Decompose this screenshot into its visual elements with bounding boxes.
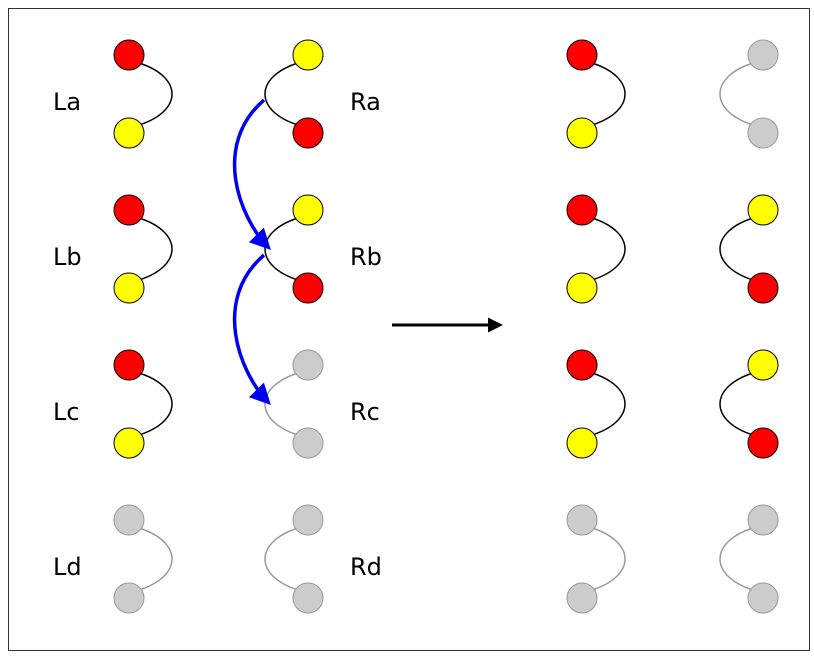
- before-left-2-connector: [138, 372, 173, 436]
- units-layer: [113, 39, 779, 614]
- after-right-0-bottom-bead: [747, 117, 779, 149]
- after-left-1-top-bead: [566, 194, 598, 226]
- after-right-2-unit: [719, 349, 779, 459]
- label-Rc: Rc: [350, 398, 380, 426]
- before-right-1-top-bead: [292, 194, 324, 226]
- diagram-frame: [8, 8, 810, 651]
- before-left-3-connector: [138, 527, 173, 591]
- before-right-2-unit: [264, 349, 324, 459]
- after-left-1-bottom-bead: [566, 272, 598, 304]
- after-right-3-unit: [719, 504, 779, 614]
- after-right-2-top-bead: [747, 349, 779, 381]
- before-left-3-unit: [113, 504, 173, 614]
- after-left-3-unit: [566, 504, 626, 614]
- label-Lc: Lc: [53, 398, 80, 426]
- after-left-1-connector: [591, 217, 626, 281]
- after-right-2-bottom-bead: [747, 427, 779, 459]
- after-left-3-connector: [591, 527, 626, 591]
- after-right-1-connector: [719, 217, 754, 281]
- before-right-0-connector: [264, 62, 299, 126]
- after-right-0-connector: [719, 62, 754, 126]
- before-right-0-unit: [264, 39, 324, 149]
- label-Lb: Lb: [53, 243, 82, 271]
- after-left-1-unit: [566, 194, 626, 304]
- before-right-1-bottom-bead: [292, 272, 324, 304]
- after-right-1-bottom-bead: [747, 272, 779, 304]
- before-right-2-top-bead: [292, 349, 324, 381]
- label-Rd: Rd: [350, 553, 382, 581]
- before-left-2-bottom-bead: [113, 427, 145, 459]
- after-right-1-unit: [719, 194, 779, 304]
- after-left-3-top-bead: [566, 504, 598, 536]
- move-arrow-Rb-to-Rc: [232, 253, 271, 406]
- before-left-0-connector: [138, 62, 173, 126]
- before-left-3-top-bead: [113, 504, 145, 536]
- after-left-3-bottom-bead: [566, 582, 598, 614]
- label-La: La: [53, 88, 81, 116]
- before-right-0-top-bead: [292, 39, 324, 71]
- after-right-3-connector: [719, 527, 754, 591]
- label-Rb: Rb: [350, 243, 382, 271]
- after-left-0-unit: [566, 39, 626, 149]
- before-right-2-bottom-bead: [292, 427, 324, 459]
- before-left-0-bottom-bead: [113, 117, 145, 149]
- before-right-0-bottom-bead: [292, 117, 324, 149]
- moves-layer: [232, 98, 271, 406]
- before-left-0-unit: [113, 39, 173, 149]
- before-left-2-top-bead: [113, 349, 145, 381]
- after-left-0-top-bead: [566, 39, 598, 71]
- before-left-2-unit: [113, 349, 173, 459]
- before-left-1-bottom-bead: [113, 272, 145, 304]
- before-left-0-top-bead: [113, 39, 145, 71]
- after-right-3-top-bead: [747, 504, 779, 536]
- after-right-2-connector: [719, 372, 754, 436]
- after-right-0-unit: [719, 39, 779, 149]
- before-right-3-connector: [264, 527, 299, 591]
- label-Ra: Ra: [350, 88, 381, 116]
- after-right-3-bottom-bead: [747, 582, 779, 614]
- move-arrow-Ra-to-Rb: [232, 98, 271, 251]
- label-Ld: Ld: [53, 553, 82, 581]
- before-left-1-connector: [138, 217, 173, 281]
- before-right-3-bottom-bead: [292, 582, 324, 614]
- after-left-2-connector: [591, 372, 626, 436]
- after-right-1-top-bead: [747, 194, 779, 226]
- after-right-0-top-bead: [747, 39, 779, 71]
- before-left-1-unit: [113, 194, 173, 304]
- after-left-2-unit: [566, 349, 626, 459]
- after-left-0-connector: [591, 62, 626, 126]
- after-left-0-bottom-bead: [566, 117, 598, 149]
- before-right-3-top-bead: [292, 504, 324, 536]
- before-left-1-top-bead: [113, 194, 145, 226]
- after-left-2-bottom-bead: [566, 427, 598, 459]
- after-left-2-top-bead: [566, 349, 598, 381]
- before-left-3-bottom-bead: [113, 582, 145, 614]
- before-right-3-unit: [264, 504, 324, 614]
